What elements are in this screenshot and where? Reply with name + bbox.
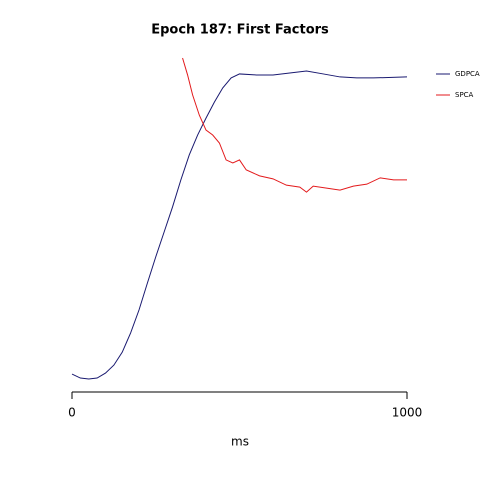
legend-label: SPCA [455, 91, 474, 99]
x-axis-label: ms [231, 435, 249, 449]
series-line [182, 57, 407, 193]
chart-title: Epoch 187: First Factors [151, 23, 329, 38]
series-line [71, 70, 408, 380]
x-tick-label: 1000 [392, 406, 423, 420]
x-tick-label: 0 [68, 406, 76, 420]
legend-label: GDPCA [455, 70, 480, 78]
